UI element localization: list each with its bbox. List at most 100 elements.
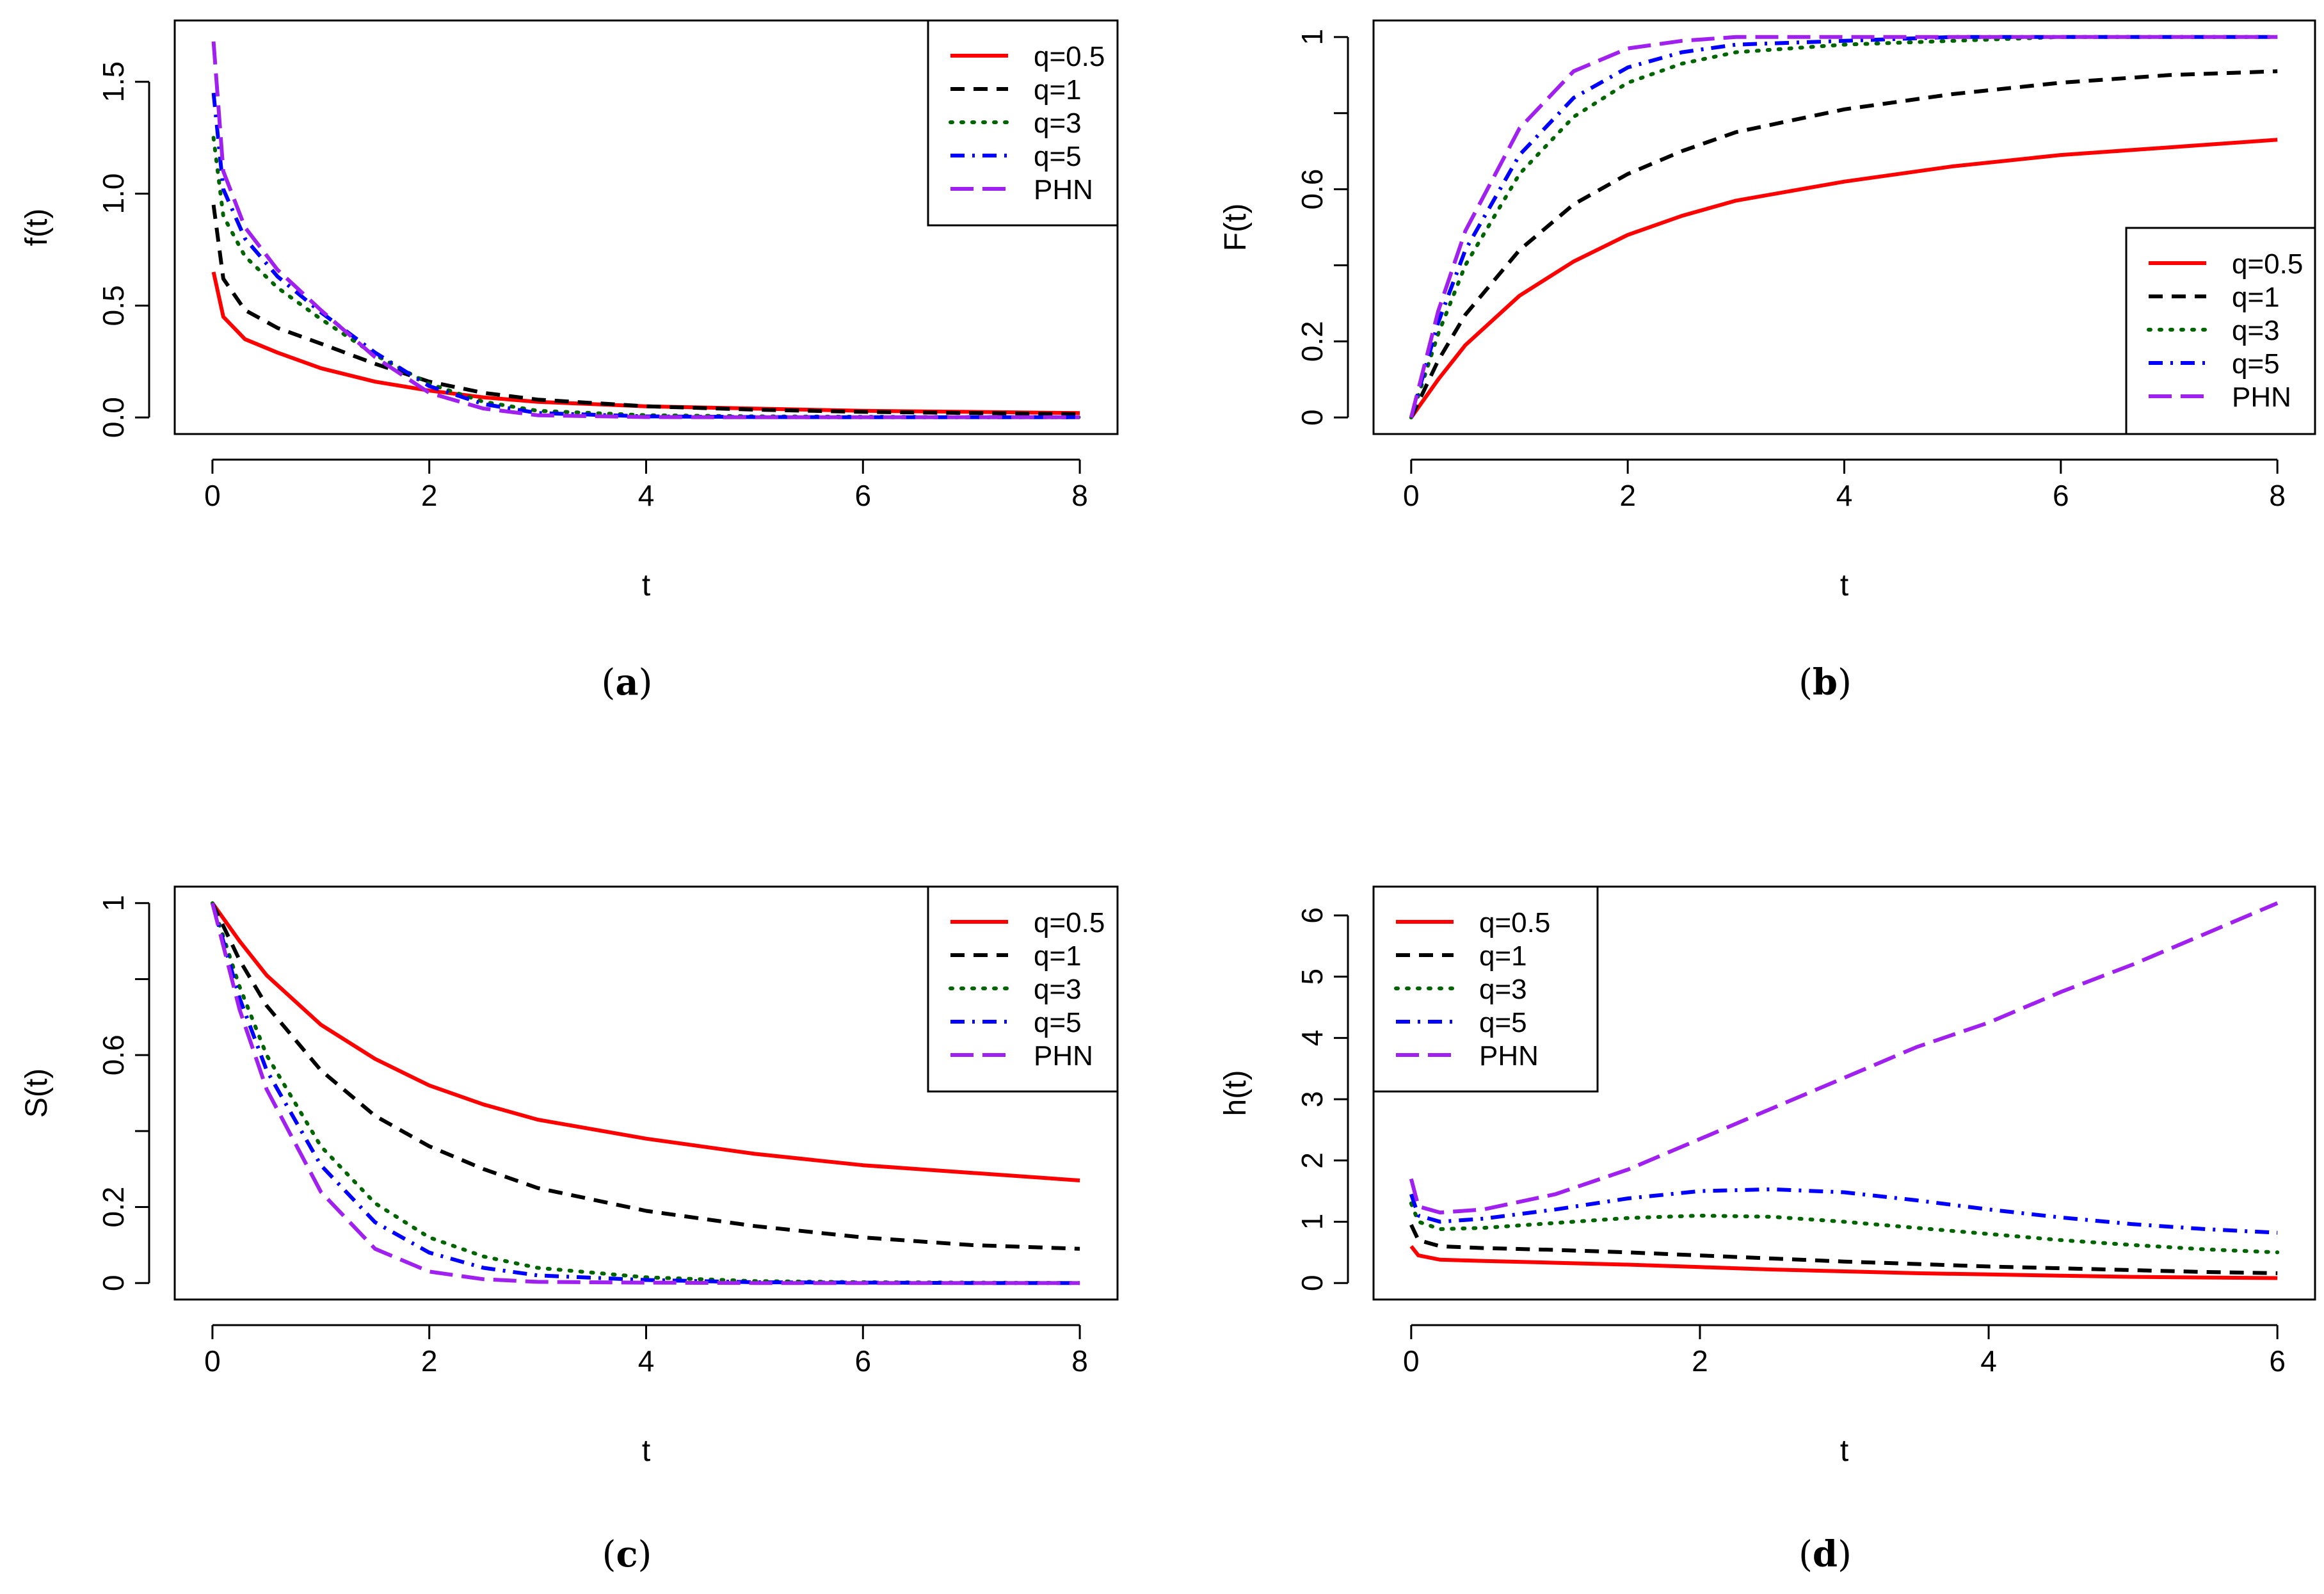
- series-line-q-1: [211, 204, 1080, 416]
- y-tick-label: 6: [1295, 907, 1329, 924]
- x-tick-label: 4: [1980, 1344, 1997, 1378]
- panel-caption: (d): [1799, 1533, 1852, 1575]
- y-tick-label: 0: [1295, 1275, 1329, 1291]
- legend-label: PHN: [1034, 174, 1093, 205]
- x-axis-label: t: [642, 1434, 650, 1468]
- panel-caption: (c): [602, 1533, 652, 1575]
- x-tick-label: 6: [2053, 479, 2069, 512]
- y-tick-label: 0.2: [1295, 321, 1329, 362]
- y-tick-label: 1: [1295, 29, 1329, 45]
- x-tick-label: 8: [1071, 479, 1088, 512]
- legend-label: q=3: [1034, 974, 1082, 1005]
- y-tick-label: 0.6: [1295, 169, 1329, 210]
- y-axis-label: f(t): [20, 209, 54, 246]
- y-tick-label: 0.6: [97, 1034, 130, 1075]
- legend-label: q=5: [1479, 1007, 1527, 1038]
- x-tick-label: 8: [2269, 479, 2286, 512]
- series-line-q-5: [211, 902, 1080, 1285]
- series-line-q-0-5: [211, 271, 1080, 415]
- y-tick-label: 0: [1295, 409, 1329, 426]
- series-line-phn: [210, 903, 1080, 1285]
- series-line-q-1: [1409, 69, 2278, 419]
- x-tick-label: 2: [1692, 1344, 1708, 1378]
- plot-frame: [173, 885, 1119, 1301]
- y-tick-label: 0.2: [97, 1187, 130, 1228]
- legend-label: q=5: [1034, 1007, 1082, 1038]
- series-line-q-0-5: [1409, 138, 2278, 419]
- y-tick-label: 1: [97, 895, 130, 912]
- y-tick-label: 1: [1295, 1214, 1329, 1230]
- legend-label: q=0.5: [1034, 907, 1105, 938]
- y-axis-label: S(t): [20, 1068, 54, 1118]
- series-line-q-3: [1409, 1201, 2280, 1255]
- series-line-phn: [211, 41, 1080, 419]
- legend-label: q=0.5: [1034, 41, 1105, 72]
- y-axis-label: h(t): [1219, 1070, 1253, 1116]
- legend-label: q=3: [2232, 315, 2280, 346]
- legend-label: q=0.5: [2232, 248, 2303, 280]
- series-line-q-0-5: [1409, 1244, 2278, 1280]
- legend-label: PHN: [1479, 1040, 1539, 1072]
- legend-label: q=1: [2232, 282, 2280, 313]
- x-tick-label: 0: [1403, 1344, 1420, 1378]
- y-tick-label: 0.0: [97, 397, 130, 438]
- legend-label: q=1: [1034, 940, 1082, 972]
- legend-label: q=1: [1479, 940, 1527, 972]
- series-line-q-5: [1409, 35, 2278, 419]
- legend-label: q=0.5: [1479, 907, 1550, 938]
- x-tick-label: 4: [1836, 479, 1853, 512]
- plot-frame: [173, 19, 1119, 435]
- x-tick-label: 0: [204, 479, 221, 512]
- x-axis-label: t: [642, 568, 650, 602]
- legend-label: q=5: [2232, 348, 2280, 380]
- y-tick-label: 3: [1295, 1091, 1329, 1107]
- legend-label: q=1: [1034, 74, 1082, 106]
- y-tick-label: 0: [97, 1275, 130, 1291]
- series-line-q-1: [1409, 1224, 2278, 1275]
- x-tick-label: 4: [638, 1344, 655, 1378]
- legend-label: q=3: [1034, 108, 1082, 139]
- panel-caption: (b): [1799, 661, 1852, 704]
- series-line-phn: [1409, 901, 2279, 1215]
- series-line-q-1: [211, 902, 1080, 1251]
- y-tick-label: 0.5: [97, 285, 130, 326]
- plot-frame: [1372, 885, 2316, 1301]
- y-tick-label: 5: [1295, 969, 1329, 985]
- x-tick-label: 2: [421, 1344, 438, 1378]
- x-axis-label: t: [1840, 568, 1848, 602]
- series-line-phn: [1409, 35, 2278, 418]
- y-tick-label: 1.0: [97, 173, 130, 214]
- y-tick-label: 4: [1295, 1030, 1329, 1047]
- x-axis-label: t: [1840, 1434, 1848, 1468]
- series-line-q-3: [211, 136, 1082, 419]
- x-tick-label: 2: [421, 479, 438, 512]
- x-tick-label: 0: [204, 1344, 221, 1378]
- series-line-q-5: [1409, 1187, 2278, 1235]
- panel-caption: (a): [601, 661, 652, 704]
- x-tick-label: 2: [1619, 479, 1636, 512]
- y-tick-label: 1.5: [97, 61, 130, 102]
- y-axis-label: F(t): [1219, 204, 1253, 252]
- x-tick-label: 8: [1071, 1344, 1088, 1378]
- legend-label: q=3: [1479, 974, 1527, 1005]
- series-line-q-0-5: [211, 902, 1080, 1182]
- x-tick-label: 6: [854, 479, 871, 512]
- y-tick-label: 2: [1295, 1152, 1329, 1169]
- legend-label: q=5: [1034, 141, 1082, 172]
- x-tick-label: 6: [854, 1344, 871, 1378]
- legend-label: PHN: [2232, 382, 2291, 413]
- x-tick-label: 4: [638, 479, 655, 512]
- x-tick-label: 0: [1403, 479, 1420, 512]
- series-line-q-5: [211, 92, 1080, 419]
- x-tick-label: 6: [2269, 1344, 2286, 1378]
- legend-label: PHN: [1034, 1040, 1093, 1072]
